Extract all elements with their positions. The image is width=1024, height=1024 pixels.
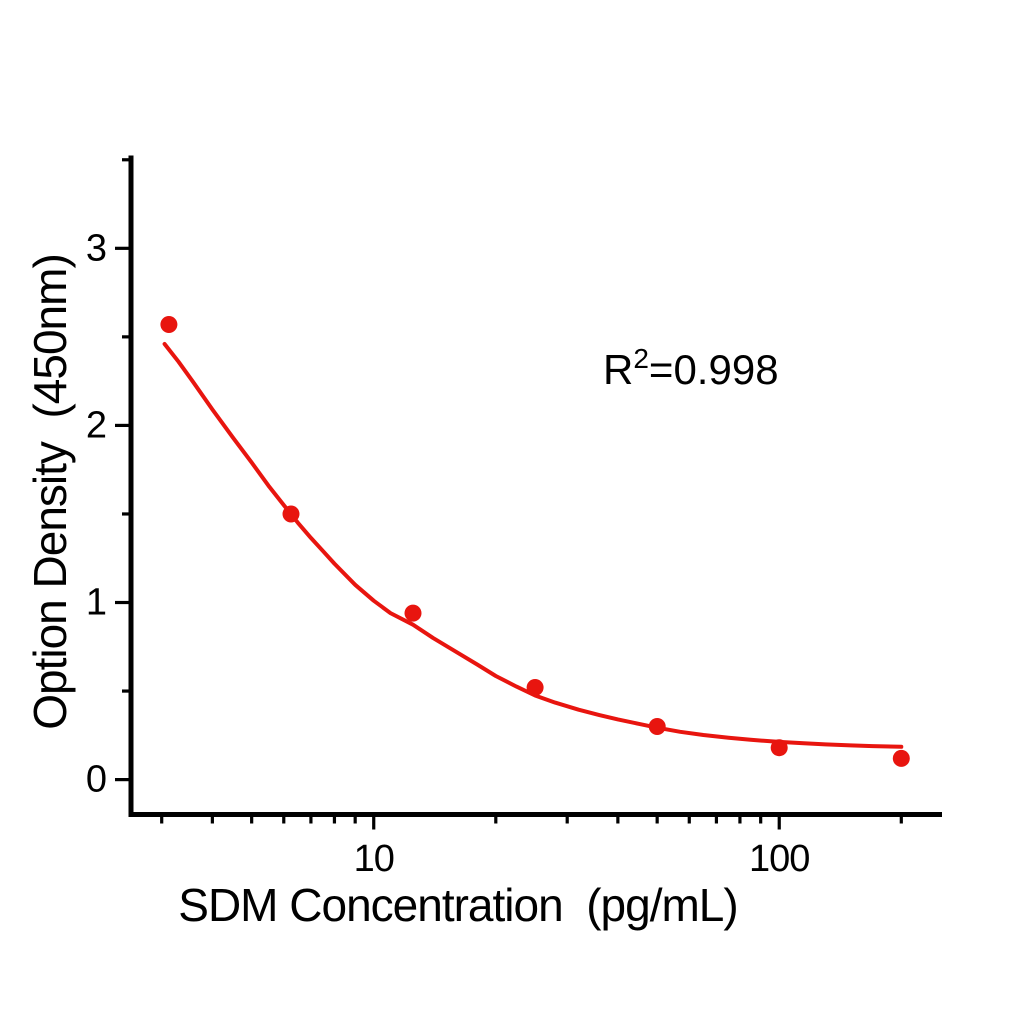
data-point: [648, 718, 666, 735]
data-point: [404, 604, 422, 622]
r-squared-annotation: R2=0.998: [603, 343, 779, 393]
y-axis-tick-labels: 0 1 2 3: [86, 227, 107, 801]
x-axis-tick-labels: 10 100: [354, 838, 811, 880]
x-axis-title: SDM Concentration (pg/mL): [178, 879, 737, 931]
fit-curve: [162, 342, 904, 749]
y-tick-label: 0: [86, 759, 106, 801]
r-squared-superscript: 2: [633, 343, 649, 374]
y-tick-label: 1: [86, 582, 106, 624]
data-point: [770, 739, 788, 757]
y-tick-label: 2: [86, 404, 106, 446]
y-axis-ticks: [115, 158, 131, 782]
x-tick-label: 10: [354, 838, 394, 880]
r-squared-value: =0.998: [649, 346, 779, 393]
data-point: [526, 679, 544, 696]
data-point: [282, 505, 300, 523]
data-points: [160, 316, 910, 767]
y-tick-label: 3: [86, 227, 106, 269]
y-axis-title: Option Density (450nm): [24, 254, 76, 730]
x-axis-ticks: [160, 814, 903, 830]
r-squared-base: R: [603, 346, 633, 393]
data-point: [892, 749, 910, 767]
x-tick-label: 100: [749, 838, 809, 880]
data-point: [160, 316, 178, 333]
